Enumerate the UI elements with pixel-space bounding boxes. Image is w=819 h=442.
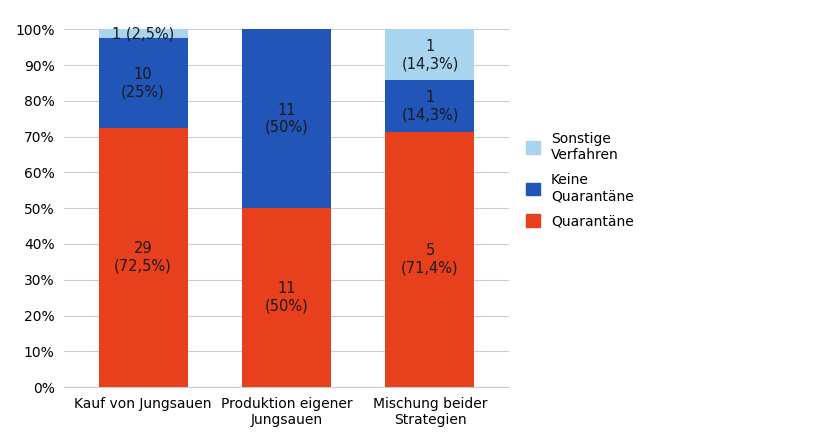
Legend: Sonstige
Verfahren, Keine
Quarantäne, Quarantäne: Sonstige Verfahren, Keine Quarantäne, Qu… <box>519 126 638 234</box>
Text: 29
(72,5%): 29 (72,5%) <box>114 241 172 274</box>
Bar <box>242 29 331 208</box>
Bar <box>98 128 188 387</box>
Text: 1
(14,3%): 1 (14,3%) <box>400 90 458 122</box>
Text: 1 (2,5%): 1 (2,5%) <box>112 26 174 41</box>
Text: 1
(14,3%): 1 (14,3%) <box>400 39 458 71</box>
Bar <box>385 132 474 387</box>
Bar <box>385 29 474 80</box>
Bar <box>98 29 188 38</box>
Text: 11
(50%): 11 (50%) <box>265 103 308 135</box>
Text: 5
(71,4%): 5 (71,4%) <box>400 243 458 275</box>
Bar <box>98 38 188 128</box>
Text: 10
(25%): 10 (25%) <box>121 67 165 99</box>
Bar <box>385 80 474 132</box>
Text: 11
(50%): 11 (50%) <box>265 282 308 314</box>
Bar <box>242 208 331 387</box>
